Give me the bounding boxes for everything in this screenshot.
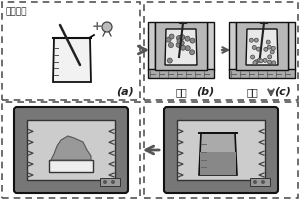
Bar — [155, 22, 207, 70]
Circle shape — [257, 58, 261, 62]
Circle shape — [270, 50, 274, 54]
Circle shape — [176, 42, 181, 47]
Polygon shape — [165, 29, 197, 65]
Circle shape — [180, 35, 185, 40]
Bar — [27, 120, 115, 180]
Text: (c): (c) — [274, 87, 291, 97]
Text: 凝胶: 凝胶 — [246, 87, 258, 97]
Circle shape — [253, 180, 257, 184]
Circle shape — [167, 58, 172, 63]
Circle shape — [252, 45, 256, 49]
Polygon shape — [53, 38, 91, 82]
Circle shape — [259, 59, 263, 63]
Bar — [177, 120, 265, 180]
Circle shape — [190, 38, 195, 43]
FancyBboxPatch shape — [164, 107, 278, 193]
Circle shape — [103, 180, 107, 184]
Bar — [229, 69, 295, 78]
Text: (a): (a) — [116, 86, 134, 96]
Circle shape — [185, 46, 190, 51]
Circle shape — [268, 60, 272, 64]
Circle shape — [250, 55, 255, 59]
Circle shape — [176, 36, 181, 41]
Text: 溶胶: 溶胶 — [175, 87, 187, 97]
Bar — [148, 22, 155, 70]
Circle shape — [111, 180, 115, 184]
Text: 去离子水: 去离子水 — [6, 7, 28, 16]
Circle shape — [185, 36, 190, 41]
Bar — [236, 22, 288, 70]
Bar — [229, 22, 236, 70]
FancyBboxPatch shape — [14, 107, 128, 193]
Bar — [100, 178, 120, 186]
Circle shape — [102, 22, 112, 32]
Circle shape — [256, 47, 260, 51]
Circle shape — [169, 43, 173, 48]
Circle shape — [166, 37, 171, 42]
Bar — [250, 178, 270, 186]
Circle shape — [272, 61, 276, 65]
Polygon shape — [200, 152, 236, 175]
Circle shape — [266, 40, 270, 44]
Circle shape — [254, 60, 258, 64]
Circle shape — [190, 50, 195, 55]
Circle shape — [268, 55, 272, 59]
Polygon shape — [199, 133, 237, 175]
Circle shape — [254, 38, 258, 42]
Bar — [148, 69, 214, 78]
Circle shape — [253, 61, 257, 65]
Bar — [288, 22, 295, 70]
Text: +: + — [92, 21, 102, 33]
Polygon shape — [53, 60, 91, 82]
Circle shape — [263, 58, 267, 62]
Circle shape — [261, 180, 265, 184]
Circle shape — [181, 45, 186, 50]
Text: (b): (b) — [196, 87, 214, 97]
Bar — [207, 22, 214, 70]
Circle shape — [249, 38, 253, 42]
Circle shape — [264, 47, 268, 51]
Circle shape — [177, 39, 182, 44]
Bar — [49, 160, 93, 172]
Polygon shape — [51, 136, 91, 160]
Circle shape — [267, 45, 271, 49]
Circle shape — [271, 46, 275, 50]
Circle shape — [179, 40, 184, 45]
Circle shape — [169, 34, 174, 39]
Polygon shape — [246, 29, 278, 65]
